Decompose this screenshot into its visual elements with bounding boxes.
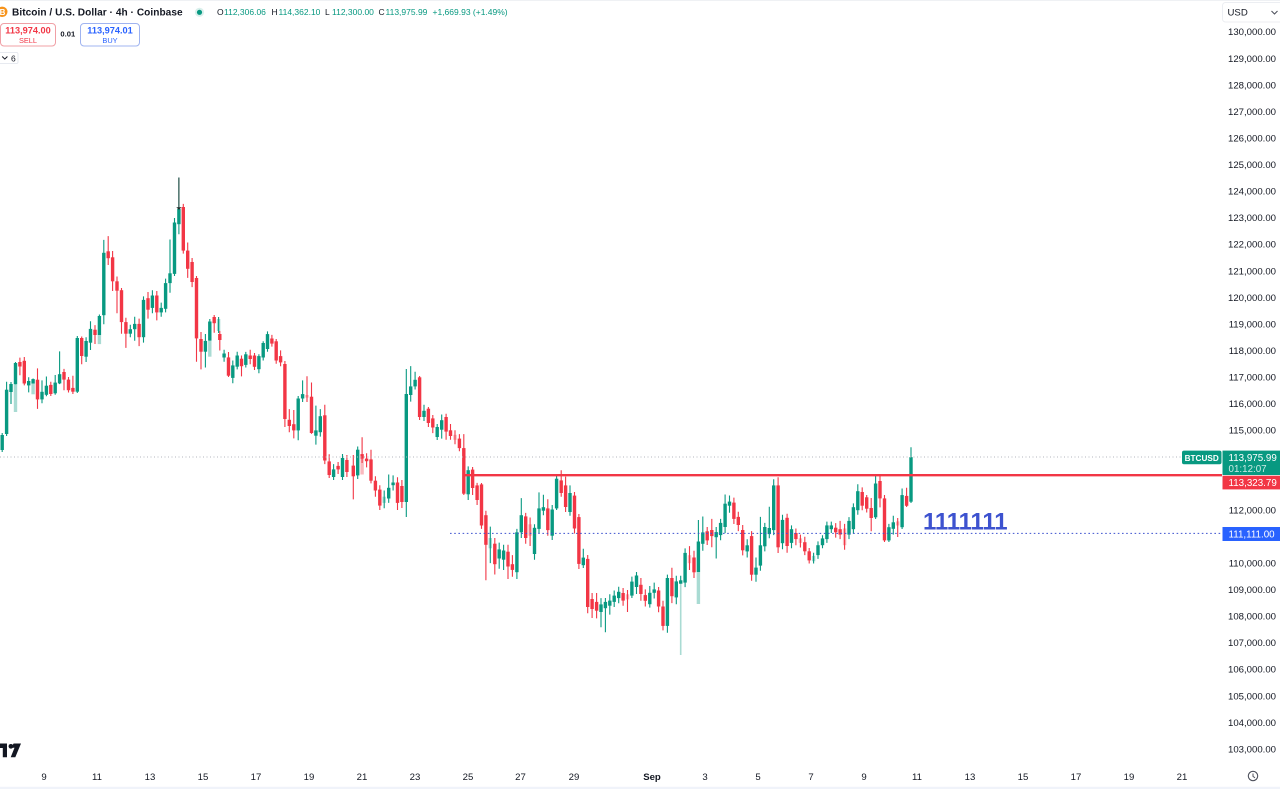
svg-text:113,975.99: 113,975.99 (1229, 453, 1277, 464)
svg-text:BUY: BUY (102, 36, 117, 45)
svg-text:120,000.00: 120,000.00 (1228, 293, 1276, 304)
svg-text:5: 5 (755, 772, 760, 783)
svg-text:Sep: Sep (643, 772, 661, 783)
svg-text:116,000.00: 116,000.00 (1229, 399, 1276, 410)
svg-text:112,000.00: 112,000.00 (1229, 505, 1276, 516)
svg-text:122,000.00: 122,000.00 (1228, 240, 1276, 251)
svg-text:107,000.00: 107,000.00 (1228, 638, 1276, 649)
svg-text:112,300.00: 112,300.00 (332, 7, 374, 17)
svg-text:128,000.00: 128,000.00 (1228, 80, 1276, 91)
svg-text:113,975.99: 113,975.99 (386, 7, 428, 17)
svg-text:17: 17 (251, 772, 262, 783)
svg-text:17: 17 (1071, 772, 1082, 783)
svg-text:127,000.00: 127,000.00 (1228, 107, 1276, 118)
svg-text:3: 3 (702, 772, 707, 783)
svg-text:C: C (379, 7, 385, 17)
svg-text:114,362.10: 114,362.10 (279, 7, 321, 17)
svg-text:Bitcoin / U.S. Dollar · 4h · C: Bitcoin / U.S. Dollar · 4h · Coinbase (12, 7, 183, 18)
svg-text:25: 25 (463, 772, 474, 783)
svg-text:USD: USD (1228, 8, 1248, 19)
svg-text:27: 27 (515, 772, 526, 783)
svg-text:0.01: 0.01 (60, 30, 76, 39)
svg-text:119,000.00: 119,000.00 (1229, 319, 1276, 330)
svg-text:9: 9 (41, 772, 46, 783)
svg-text:23: 23 (410, 772, 421, 783)
svg-text:B: B (0, 8, 6, 17)
svg-text:11: 11 (912, 772, 922, 783)
svg-text:110,000.00: 110,000.00 (1229, 559, 1276, 570)
svg-text:01:12:07: 01:12:07 (1229, 464, 1267, 475)
svg-text:19: 19 (1124, 772, 1135, 783)
svg-text:+1,669.93 (+1.49%): +1,669.93 (+1.49%) (433, 7, 508, 17)
svg-text:7: 7 (808, 772, 813, 783)
svg-text:L: L (325, 7, 330, 17)
svg-text:29: 29 (569, 772, 580, 783)
svg-text:15: 15 (198, 772, 209, 783)
svg-text:103,000.00: 103,000.00 (1228, 744, 1276, 755)
svg-text:129,000.00: 129,000.00 (1228, 54, 1276, 65)
svg-text:123,000.00: 123,000.00 (1228, 213, 1276, 224)
svg-text:6: 6 (11, 54, 16, 64)
svg-text:104,000.00: 104,000.00 (1228, 718, 1276, 729)
svg-text:126,000.00: 126,000.00 (1228, 134, 1276, 145)
svg-text:106,000.00: 106,000.00 (1228, 665, 1276, 676)
svg-text:108,000.00: 108,000.00 (1228, 612, 1276, 623)
svg-text:13: 13 (965, 772, 976, 783)
svg-text:13: 13 (145, 772, 156, 783)
svg-text:19: 19 (304, 772, 315, 783)
svg-text:124,000.00: 124,000.00 (1228, 187, 1276, 198)
svg-text:118,000.00: 118,000.00 (1229, 346, 1276, 357)
svg-text:113,974.01: 113,974.01 (87, 26, 132, 36)
svg-text:113,323.79: 113,323.79 (1229, 478, 1277, 489)
svg-text:105,000.00: 105,000.00 (1228, 691, 1276, 702)
svg-text:O: O (217, 7, 224, 17)
svg-text:H: H (272, 7, 278, 17)
svg-text:113,974.00: 113,974.00 (5, 26, 50, 36)
svg-text:125,000.00: 125,000.00 (1228, 160, 1276, 171)
svg-text:SELL: SELL (19, 36, 37, 45)
svg-text:117,000.00: 117,000.00 (1229, 373, 1276, 384)
svg-text:15: 15 (1018, 772, 1029, 783)
svg-text:111,111.00: 111,111.00 (1229, 529, 1276, 540)
svg-text:115,000.00: 115,000.00 (1229, 426, 1276, 437)
svg-text:21: 21 (357, 772, 368, 783)
svg-text:112,306.06: 112,306.06 (224, 7, 266, 17)
svg-text:109,000.00: 109,000.00 (1228, 585, 1276, 596)
svg-text:21: 21 (1177, 772, 1188, 783)
svg-text:11: 11 (92, 772, 102, 783)
svg-text:1111111: 1111111 (923, 509, 1007, 536)
svg-text:9: 9 (861, 772, 866, 783)
svg-text:130,000.00: 130,000.00 (1228, 27, 1276, 38)
svg-text:BTCUSD: BTCUSD (1185, 454, 1219, 463)
svg-text:121,000.00: 121,000.00 (1228, 266, 1276, 277)
